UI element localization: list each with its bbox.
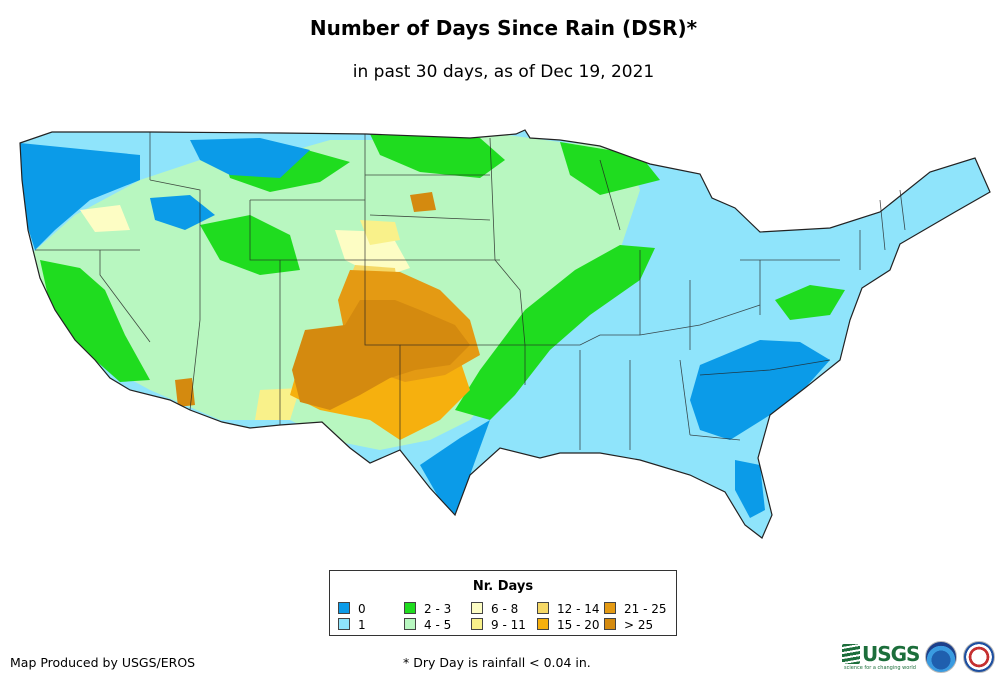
- legend-swatch: [338, 602, 350, 614]
- legend-item: 0: [338, 602, 366, 616]
- nws-logo: [963, 641, 995, 673]
- legend-label: 9 - 11: [491, 618, 526, 632]
- legend-swatch: [537, 618, 549, 630]
- legend-item: 1: [338, 618, 366, 632]
- legend-label: 21 - 25: [624, 602, 667, 616]
- noaa-logo: [925, 641, 957, 673]
- legend-title: Nr. Days: [472, 579, 534, 594]
- legend-label: 12 - 14: [557, 602, 600, 616]
- legend-swatch: [404, 602, 416, 614]
- map-title: Number of Days Since Rain (DSR)*: [309, 16, 698, 40]
- legend: Nr. Days 0 1 2 - 3 4 - 5 6 - 8 9 - 11 12…: [329, 570, 677, 636]
- legend-swatch: [537, 602, 549, 614]
- usgs-tagline: science for a changing world: [844, 665, 916, 671]
- legend-swatch: [338, 618, 350, 630]
- legend-label: 15 - 20: [557, 618, 600, 632]
- legend-label: 4 - 5: [424, 618, 452, 632]
- legend-item: 12 - 14: [537, 602, 600, 616]
- legend-label: > 25: [624, 618, 654, 632]
- legend-item: 6 - 8: [471, 602, 518, 616]
- legend-swatch: [604, 618, 616, 630]
- usgs-logo: USGS science for a changing world: [842, 642, 920, 671]
- usgs-logo-text: USGS: [862, 642, 920, 666]
- dry-day-footnote: * Dry Day is rainfall < 0.04 in.: [403, 655, 591, 670]
- map-credit: Map Produced by USGS/EROS: [10, 655, 196, 670]
- legend-swatch: [404, 618, 416, 630]
- legend-swatch: [471, 602, 483, 614]
- legend-item: > 25: [604, 618, 653, 632]
- legend-label: 6 - 8: [491, 602, 519, 616]
- legend-item: 15 - 20: [537, 618, 600, 632]
- legend-item: 9 - 11: [471, 618, 526, 632]
- map-subtitle: in past 30 days, as of Dec 19, 2021: [352, 62, 655, 82]
- legend-item: 4 - 5: [404, 618, 451, 632]
- legend-label: 2 - 3: [424, 602, 452, 616]
- us-dsr-map: [19, 129, 991, 539]
- legend-item: 2 - 3: [404, 602, 451, 616]
- legend-label: 1: [358, 618, 366, 632]
- legend-label: 0: [358, 602, 366, 616]
- legend-swatch: [604, 602, 616, 614]
- legend-swatch: [471, 618, 483, 630]
- legend-item: 21 - 25: [604, 602, 667, 616]
- usgs-waves-icon: [842, 644, 860, 664]
